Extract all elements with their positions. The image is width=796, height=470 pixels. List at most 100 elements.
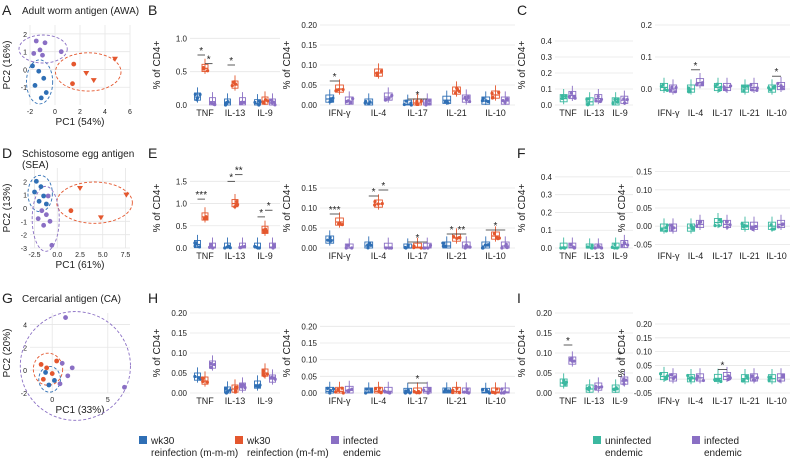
y-tick-label: 0.2	[641, 21, 653, 30]
data-point	[484, 388, 488, 392]
y-axis-label: % of CD4+	[282, 41, 293, 90]
y-tick-label: 0.10	[301, 204, 317, 213]
data-point	[32, 83, 38, 88]
data-point	[695, 224, 699, 228]
x-tick-label: 0	[53, 109, 57, 116]
panel-title: Cercarial antigen (CA)	[22, 294, 121, 305]
data-point	[465, 245, 469, 249]
x-tick-label: IL-21	[446, 108, 467, 118]
data-point	[559, 246, 563, 250]
data-point	[233, 390, 237, 394]
x-tick-label: 0.0	[52, 252, 62, 259]
data-point	[669, 373, 673, 377]
y-tick-label: 0.00	[301, 389, 317, 398]
x-tick-label: IL-13	[225, 251, 246, 261]
data-point	[41, 75, 47, 81]
data-point	[367, 102, 371, 106]
legend-label: reinfection (m-f-m)	[247, 448, 329, 459]
data-point	[328, 388, 333, 393]
data-point	[717, 377, 721, 382]
data-point	[480, 246, 485, 250]
data-point	[38, 95, 44, 101]
x-tick-label: IL-21	[739, 396, 760, 406]
panel-letter: C	[517, 2, 527, 18]
data-point	[424, 103, 428, 107]
data-point	[728, 223, 732, 227]
data-point	[90, 78, 97, 84]
data-point	[664, 229, 668, 233]
data-point	[201, 376, 205, 381]
data-point	[30, 63, 35, 69]
panel-title: Schistosome egg antigen	[22, 149, 134, 160]
data-point	[266, 99, 270, 103]
data-point	[615, 100, 620, 104]
data-point	[207, 245, 212, 249]
data-point	[261, 369, 265, 373]
significance-label: *	[566, 336, 570, 347]
data-point	[593, 246, 597, 250]
x-tick-label: 2	[78, 109, 82, 116]
data-point	[427, 99, 432, 103]
y-axis-label: % of CD4+	[282, 184, 293, 233]
data-point	[480, 387, 485, 392]
data-point	[326, 386, 330, 390]
data-point	[242, 100, 246, 104]
data-point	[43, 201, 49, 207]
data-point	[366, 246, 370, 250]
y-tick-label: 0.00	[301, 244, 317, 253]
x-tick-label: TNF	[559, 396, 577, 406]
data-point	[455, 87, 460, 91]
significance-label: *	[416, 90, 420, 101]
group-ellipse	[31, 185, 60, 252]
data-point	[500, 246, 504, 250]
x-tick-label: -2.5	[29, 252, 41, 259]
data-point	[209, 361, 213, 366]
data-point	[263, 227, 268, 231]
data-point	[673, 375, 677, 379]
data-point	[428, 243, 433, 247]
x-tick-label: IL-17	[407, 251, 428, 261]
data-point	[776, 225, 781, 229]
x-tick-label: TNF	[196, 108, 214, 118]
data-point	[462, 390, 467, 394]
y-tick-label: 0.10	[636, 186, 652, 195]
data-point	[724, 88, 728, 92]
data-point	[71, 61, 77, 67]
data-point	[204, 217, 208, 221]
y-tick-label: 0.0	[541, 101, 553, 110]
y-axis-label: % of CD4+	[617, 184, 628, 233]
data-point	[726, 377, 730, 382]
data-point	[767, 375, 771, 379]
data-point	[363, 101, 367, 105]
data-point	[415, 391, 419, 395]
data-point	[492, 232, 497, 236]
data-point	[719, 219, 723, 224]
data-point	[481, 96, 485, 101]
y-axis-label: % of CD4+	[517, 41, 528, 90]
x-tick-label: 4	[103, 109, 107, 116]
data-point	[466, 95, 470, 99]
data-point	[770, 227, 775, 231]
data-point	[572, 359, 576, 363]
y-axis-label: % of CD4+	[152, 41, 163, 90]
x-tick-label: IL-4	[688, 251, 704, 261]
y-tick-label: 1.5	[176, 177, 188, 186]
x-tick-label: IL-17	[712, 396, 733, 406]
y-tick-label: 0.05	[301, 224, 317, 233]
data-point	[660, 227, 664, 232]
y-tick-label: 0.00	[636, 375, 652, 384]
significance-label: *	[775, 67, 779, 78]
data-point	[457, 236, 461, 240]
data-point	[403, 245, 407, 250]
y-tick-label: 0.05	[301, 81, 317, 90]
data-point	[112, 56, 118, 62]
y-tick-label: -1	[21, 85, 27, 92]
data-point	[663, 87, 667, 92]
box-body	[224, 98, 231, 106]
data-point	[228, 246, 232, 250]
data-point	[754, 224, 758, 229]
x-tick-label: IL-13	[584, 251, 605, 261]
legend-label: endemic	[605, 448, 643, 459]
significance-label: *	[618, 350, 622, 361]
x-tick-label: IL-9	[612, 251, 628, 261]
